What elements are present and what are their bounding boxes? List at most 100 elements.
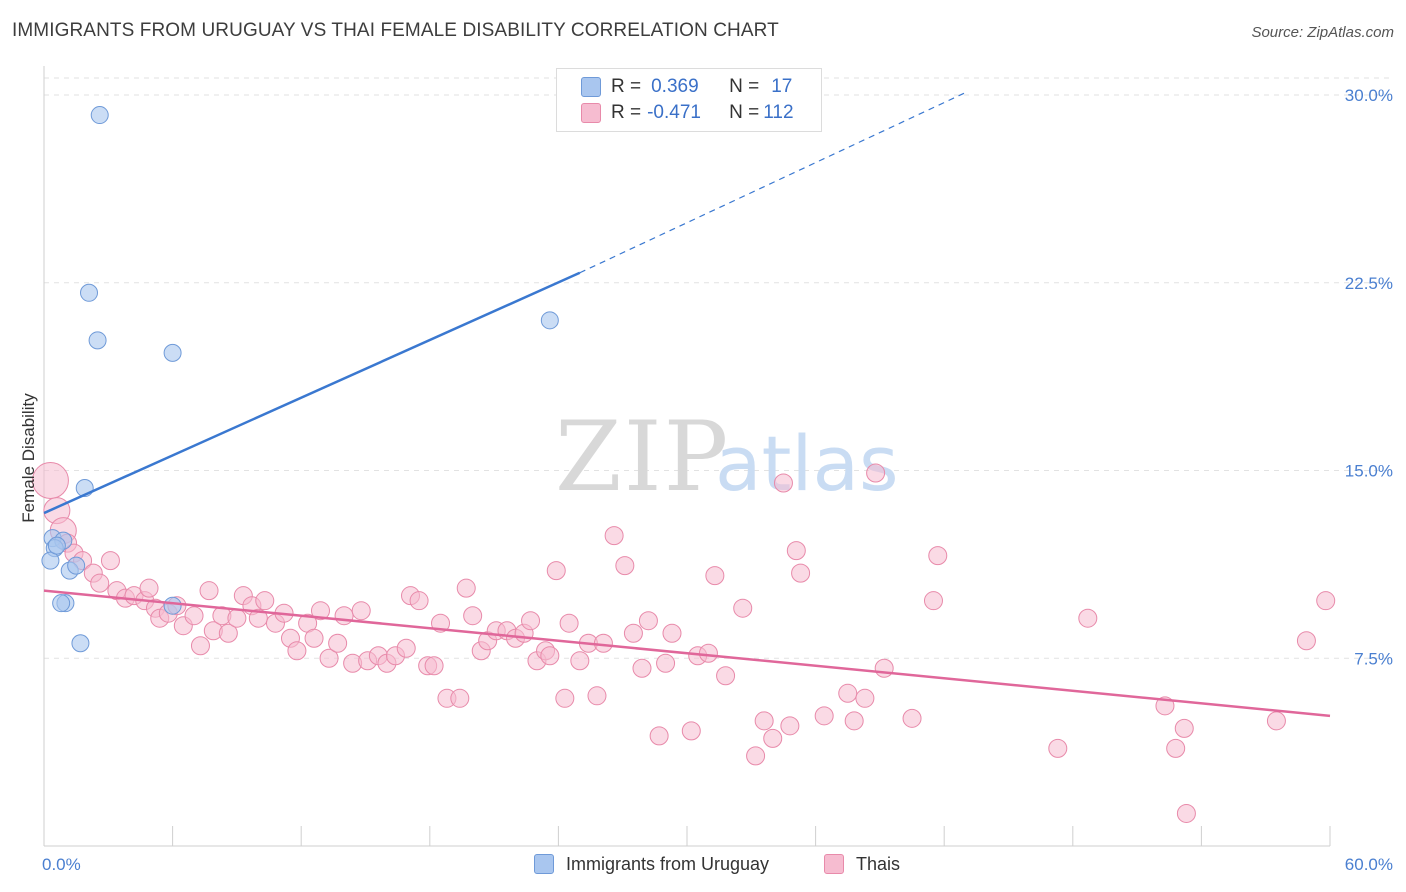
thais-point — [791, 563, 811, 583]
uruguay-point — [52, 594, 71, 613]
thais-point — [866, 463, 886, 483]
legend-r-value: -0.471 — [647, 102, 701, 123]
thais-point — [31, 462, 69, 500]
correlation-legend: R = 0.369 N = 17 R = -0.471 N = 112 — [556, 68, 822, 132]
legend-swatch-uruguay — [581, 77, 601, 97]
bottom-legend-swatch-thais — [824, 854, 844, 874]
thais-point — [248, 608, 268, 628]
y-tick-label: 7.5% — [1354, 649, 1393, 668]
bottom-legend-label-thais: Thais — [856, 853, 901, 874]
watermark-atlas: atlas — [715, 419, 899, 508]
thais-point — [638, 611, 658, 631]
thais-point — [780, 716, 800, 736]
thais-point — [838, 683, 858, 703]
thais-point — [540, 646, 560, 666]
thais-point — [705, 566, 725, 586]
thais-point — [1266, 711, 1286, 731]
legend-row-uruguay: R = 0.369 N = 17 — [581, 74, 792, 100]
thais-point — [1048, 738, 1068, 758]
thais-point — [928, 546, 948, 566]
thais-point — [328, 633, 348, 653]
source-credit: Source: ZipAtlas.com — [1251, 24, 1394, 41]
thais-point — [555, 688, 575, 708]
thais-point — [649, 726, 669, 746]
thais-point — [587, 686, 607, 706]
bottom-legend-swatch-uruguay — [534, 854, 554, 874]
thais-point — [463, 606, 483, 626]
thais-point — [814, 706, 834, 726]
uruguay-point — [71, 634, 90, 653]
bottom-legend-label-uruguay: Immigrants from Uruguay — [566, 853, 770, 874]
thais-point — [199, 581, 219, 601]
thais-point — [656, 653, 676, 673]
thais-point — [190, 636, 210, 656]
thais-point — [615, 556, 635, 576]
thais-point — [90, 573, 110, 593]
uruguay-point — [41, 551, 60, 570]
thais-point — [319, 648, 339, 668]
series-uruguay — [41, 106, 559, 653]
y-tick-label: 22.5% — [1345, 274, 1393, 293]
uruguay-point — [80, 283, 99, 302]
thais-point — [1176, 803, 1196, 823]
trend-lines — [43, 91, 1331, 718]
thais-point — [874, 658, 894, 678]
legend-row-thais: R = -0.471 N = 112 — [581, 100, 794, 126]
thais-point — [334, 606, 354, 626]
thais-point — [773, 473, 793, 493]
thais-point — [570, 651, 590, 671]
legend-n-value: 17 — [771, 76, 793, 97]
thais-point — [786, 541, 806, 561]
series-thais — [31, 462, 1336, 823]
uruguay-trend-line — [43, 271, 581, 515]
uruguay-point — [90, 106, 109, 125]
thais-point — [409, 591, 429, 611]
legend-n-label: N = — [729, 102, 760, 123]
uruguay-point — [540, 311, 559, 330]
thais-point — [456, 578, 476, 598]
bottom-legend-uruguay: Immigrants from Uruguay — [534, 852, 769, 876]
thais-point — [855, 688, 875, 708]
uruguay-point — [47, 536, 66, 555]
thais-point — [450, 688, 470, 708]
thais-point — [139, 578, 159, 598]
thais-point — [559, 613, 579, 633]
uruguay-point — [67, 556, 86, 575]
thais-point — [754, 711, 774, 731]
thais-point — [763, 728, 783, 748]
legend-r-value: 0.369 — [651, 76, 699, 97]
watermark: ZIP atlas — [555, 401, 899, 513]
thais-point — [351, 601, 371, 621]
chart-title: IMMIGRANTS FROM URUGUAY VS THAI FEMALE D… — [12, 20, 779, 41]
thais-point — [623, 623, 643, 643]
thais-point — [100, 551, 120, 571]
thais-point — [1166, 738, 1186, 758]
y-axis-title: Female Disability — [19, 393, 38, 523]
thais-point — [1078, 608, 1098, 628]
bottom-legend-thais: Thais — [824, 852, 900, 876]
thais-point — [604, 526, 624, 546]
uruguay-trend-extension — [579, 91, 966, 274]
thais-point — [218, 623, 238, 643]
thais-point — [593, 633, 613, 653]
thais-point — [424, 656, 444, 676]
x-tick-label: 0.0% — [42, 855, 81, 874]
legend-n-value: 112 — [763, 102, 794, 123]
tick-labels: 7.5% 15.0% 22.5% 30.0% 0.0% 60.0% — [42, 86, 1393, 874]
thais-point — [304, 628, 324, 648]
watermark-zip: ZIP — [555, 401, 730, 513]
uruguay-point — [88, 331, 107, 350]
uruguay-point — [163, 343, 182, 362]
legend-r-label: R = — [611, 102, 642, 123]
thais-point — [698, 643, 718, 663]
thais-point — [227, 608, 247, 628]
thais-point — [396, 638, 416, 658]
thais-point — [923, 591, 943, 611]
y-tick-label: 15.0% — [1345, 462, 1393, 481]
thais-point — [844, 711, 864, 731]
thais-point — [733, 598, 753, 618]
thais-point — [716, 666, 736, 686]
thais-point — [521, 611, 541, 631]
thais-point — [681, 721, 701, 741]
